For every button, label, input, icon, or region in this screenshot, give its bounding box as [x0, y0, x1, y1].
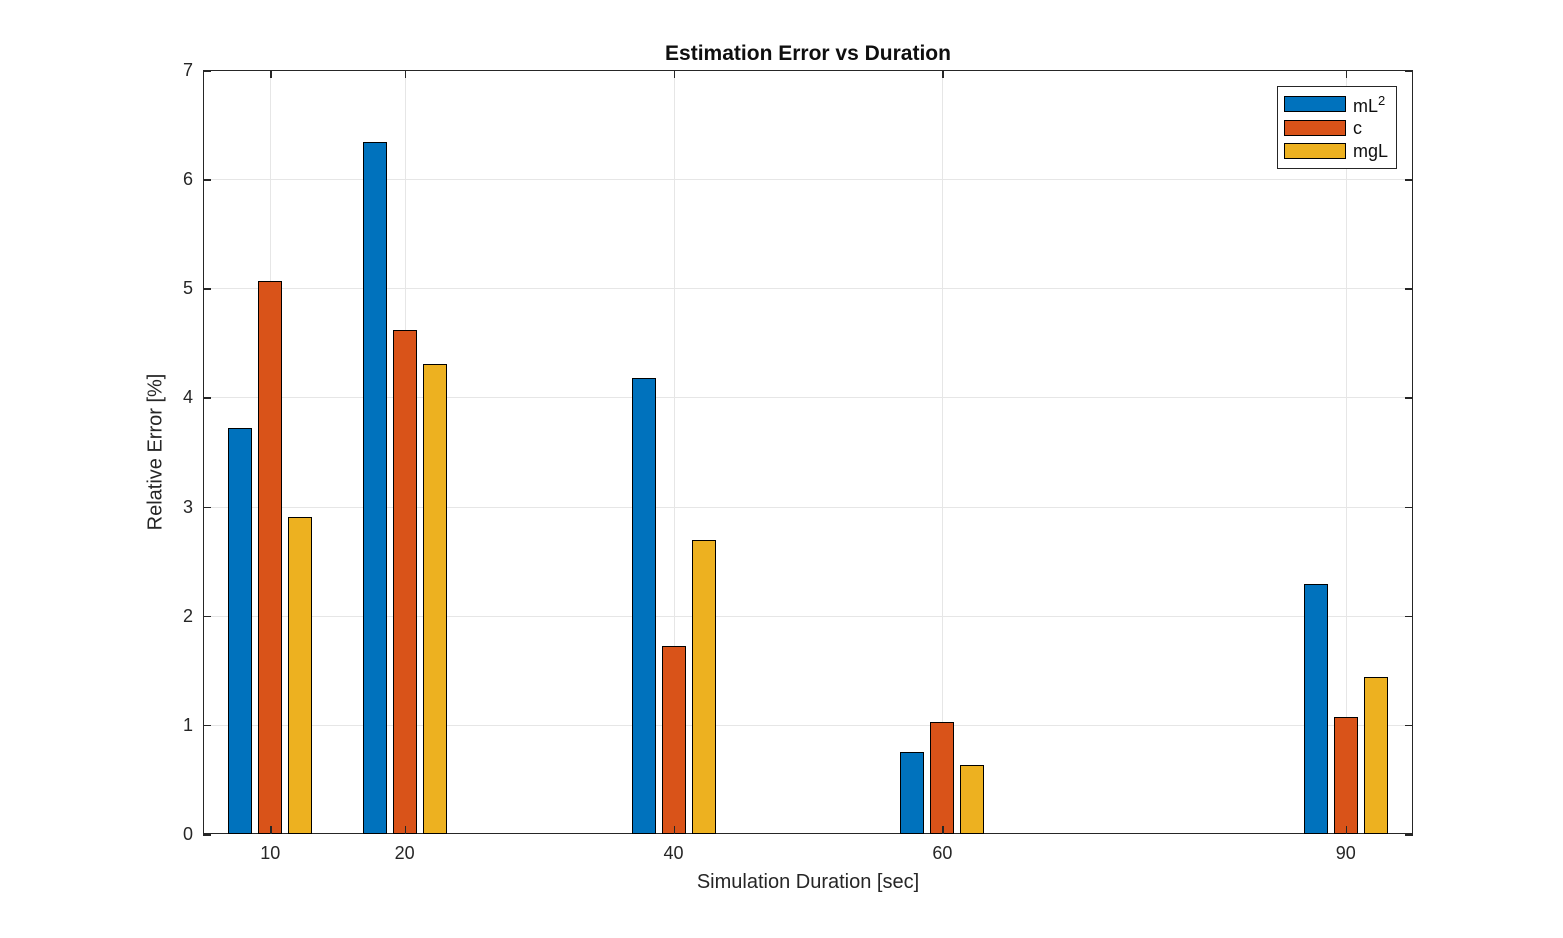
legend-entry-mgL: mgL [1278, 140, 1396, 162]
legend-swatch [1284, 119, 1346, 136]
bar-c-40 [661, 646, 686, 834]
y-tick [203, 288, 211, 290]
h-gridline [203, 179, 1413, 181]
h-gridline [203, 506, 1413, 508]
bar-mgL-40 [691, 540, 716, 834]
x-tick [942, 826, 944, 834]
x-tick-label: 20 [394, 843, 415, 863]
y-tick-right [1405, 834, 1413, 836]
y-tick [203, 724, 211, 727]
h-gridline [203, 724, 1413, 726]
y-tick-right [1405, 397, 1413, 399]
h-gridline [203, 397, 1413, 399]
bar-mL2-90 [1303, 584, 1328, 834]
bar-mgL-20 [422, 363, 447, 834]
bar-mL2-20 [362, 142, 387, 834]
legend-swatch [1284, 95, 1346, 112]
bar-mgL-10 [288, 517, 313, 834]
bar-c-60 [930, 721, 955, 834]
legend-label: mgL [1353, 141, 1389, 162]
y-tick-label: 1 [182, 714, 193, 735]
x-tick-top [673, 70, 676, 78]
x-tick-top [1345, 70, 1348, 78]
bar-c-10 [258, 280, 283, 834]
y-tick [203, 834, 211, 836]
y-tick-right [1405, 70, 1413, 72]
v-gridline [673, 70, 675, 834]
x-tick-top [942, 70, 944, 78]
y-tick-right [1405, 506, 1413, 509]
bar-c-90 [1333, 717, 1358, 834]
x-tick-top [270, 70, 272, 78]
bar-mL2-40 [631, 377, 656, 834]
y-tick [203, 179, 211, 181]
legend-swatch [1284, 143, 1346, 160]
legend-entry-mL2: mL2 [1278, 93, 1396, 115]
y-tick-right [1405, 615, 1413, 618]
v-gridline [942, 70, 944, 834]
y-tick-label: 3 [182, 496, 193, 517]
legend-entry-c: c [1278, 117, 1396, 139]
y-tick-right [1405, 179, 1413, 181]
x-tick [673, 826, 676, 834]
x-axis-label: Simulation Duration [sec] [696, 871, 920, 893]
y-tick-right [1405, 288, 1413, 290]
bar-c-20 [392, 329, 417, 834]
v-gridline [1345, 70, 1347, 834]
y-tick-label: 5 [182, 278, 193, 299]
x-tick [1345, 826, 1348, 834]
y-tick [203, 397, 211, 399]
y-tick [203, 615, 211, 618]
bar-mgL-90 [1363, 676, 1388, 834]
x-tick-label: 40 [663, 843, 684, 863]
y-tick-label: 0 [182, 824, 193, 844]
y-tick [203, 70, 211, 72]
y-tick [203, 506, 211, 509]
x-tick-label: 60 [932, 843, 953, 863]
bar-mgL-60 [960, 765, 985, 834]
y-tick-label: 7 [182, 60, 193, 80]
h-gridline [203, 615, 1413, 617]
bar-mL2-60 [900, 752, 925, 834]
y-tick-label: 2 [182, 605, 193, 626]
legend-box: mL2 c mgL [1277, 86, 1397, 169]
x-tick-top [404, 70, 407, 78]
h-gridline [203, 288, 1413, 290]
bar-mL2-10 [228, 427, 253, 834]
x-tick-label: 90 [1335, 843, 1356, 863]
chart-title: Estimation Error vs Duration [665, 42, 951, 65]
legend-label: mL2 [1353, 93, 1386, 117]
x-tick [270, 826, 272, 834]
x-tick [404, 826, 407, 834]
y-tick-label: 6 [182, 169, 193, 190]
y-tick-label: 4 [182, 387, 193, 408]
y-tick-right [1405, 724, 1413, 727]
x-tick-label: 10 [260, 843, 281, 863]
legend-label: c [1353, 117, 1362, 138]
